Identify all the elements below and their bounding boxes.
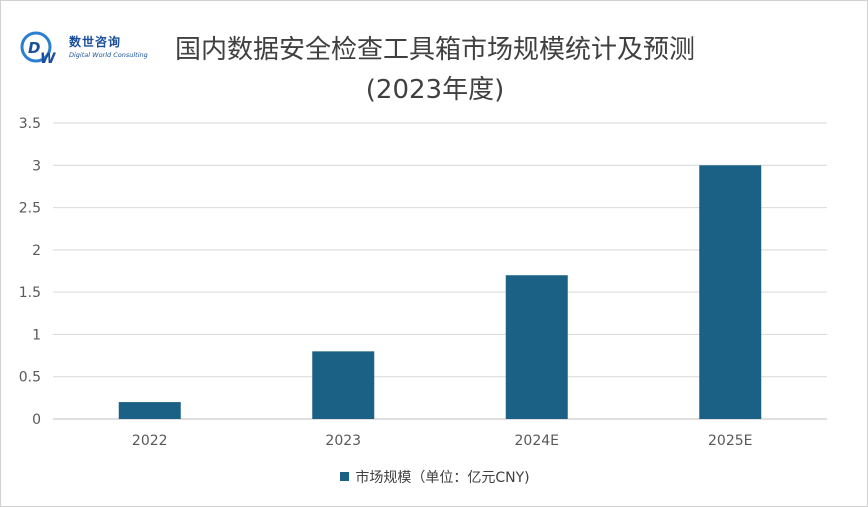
logo-name: 数世咨询 xyxy=(69,35,122,49)
logo-mark-d: D xyxy=(28,39,40,57)
x-tick-label: 2025E xyxy=(708,433,752,449)
x-tick-label: 2022 xyxy=(132,433,168,449)
y-tick-label: 3 xyxy=(32,158,41,174)
y-tick-label: 0.5 xyxy=(19,370,41,386)
logo-mark-icon: D W xyxy=(20,31,56,67)
bar-2025E xyxy=(699,165,762,419)
y-tick-label: 1.5 xyxy=(19,285,41,301)
bar-2024E xyxy=(505,275,568,419)
chart-subtitle: (2023年度) xyxy=(365,75,505,105)
bar-chart-plot: 0 0.5 1 1.5 2 2.5 3 3.5 2022 2023 2024E 2025E xyxy=(19,116,827,449)
legend-label: 市场规模（单位：亿元CNY) xyxy=(355,470,530,486)
legend-swatch xyxy=(340,472,350,481)
logo-subtitle: Digital World Consulting xyxy=(69,51,148,59)
y-tick-label: 0 xyxy=(32,412,41,428)
x-tick-label: 2023 xyxy=(325,433,361,449)
bar-2022 xyxy=(118,402,181,419)
legend: 市场规模（单位：亿元CNY) xyxy=(1,467,868,487)
bar-2023 xyxy=(312,351,375,419)
y-tick-label: 1 xyxy=(32,327,41,343)
y-tick-label: 2.5 xyxy=(19,201,41,217)
company-logo: D W 数世咨询 Digital World Consulting xyxy=(19,29,148,69)
x-tick-label: 2024E xyxy=(515,433,559,449)
chart-title: 国内数据安全检查工具箱市场规模统计及预测 xyxy=(174,35,695,65)
y-tick-label: 3.5 xyxy=(19,116,41,132)
logo-mark-w: W xyxy=(40,51,56,67)
y-tick-label: 2 xyxy=(32,243,41,259)
